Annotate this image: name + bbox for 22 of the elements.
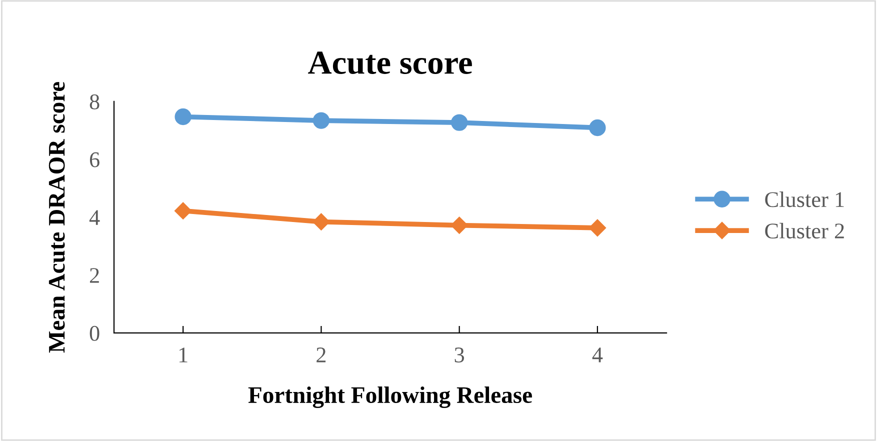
x-tick-label: 4 <box>592 348 603 362</box>
point <box>450 114 468 131</box>
legend-label: Cluster 2 <box>765 222 844 239</box>
y-tick-label: 4 <box>89 210 100 225</box>
point <box>588 219 606 236</box>
x-tick-label: 1 <box>179 348 188 362</box>
point <box>589 119 606 136</box>
x-tick-label: 3 <box>454 348 464 362</box>
point <box>312 112 330 129</box>
point <box>450 216 468 234</box>
y-tick-label: 6 <box>90 152 100 168</box>
legend-label: Cluster 1 <box>765 191 844 208</box>
x-axis-title: Fortnight Following Release <box>248 386 532 408</box>
x-tick-label: 2 <box>316 348 326 362</box>
point <box>174 202 192 220</box>
point <box>174 108 192 126</box>
y-tick-label: 2 <box>90 268 99 283</box>
chart-title: Acute score <box>308 52 472 74</box>
y-axis-title: Mean Acute DRAOR score <box>48 82 65 353</box>
point <box>312 213 330 230</box>
y-tick-label: 8 <box>90 94 100 110</box>
y-tick-label: 0 <box>90 326 100 341</box>
